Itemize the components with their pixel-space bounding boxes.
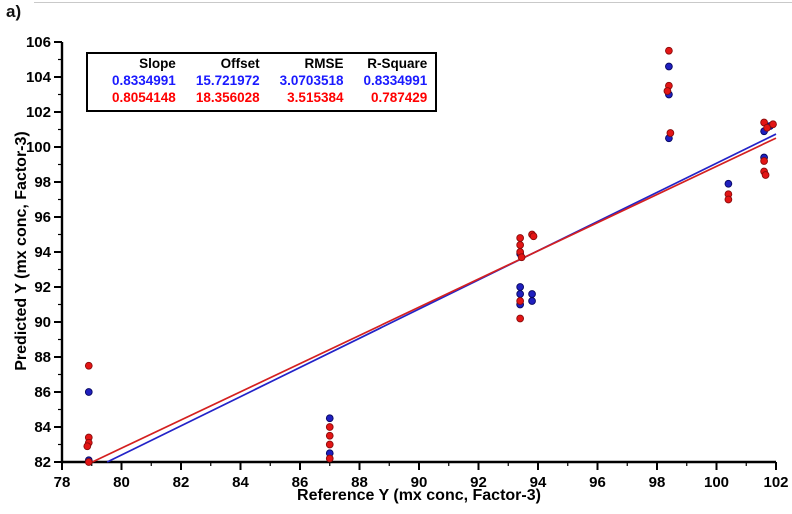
red-series-data-point [516, 314, 525, 323]
y-tick-label: 84 [34, 419, 51, 436]
x-tick-label: 92 [470, 474, 487, 491]
y-tick-label: 92 [34, 279, 51, 296]
blue-series-data-point [516, 283, 525, 291]
red-series-data-point [84, 458, 93, 466]
legend-header-rmse: RMSE [304, 56, 344, 71]
legend-red-slope: 0.8054148 [112, 89, 176, 105]
legend-blue-rsquare: 0.8334991 [363, 72, 428, 88]
red-series-data-point [325, 431, 334, 440]
red-series-data-point [325, 423, 334, 431]
red-series-data-point [761, 171, 770, 179]
red-series-data-point [763, 123, 771, 132]
red-series-data-point [529, 232, 538, 241]
red-series-data-point [325, 454, 334, 463]
legend-row-red: 0.8054148 18.356028 3.515384 0.787429 [92, 90, 427, 107]
red-series-data-point [516, 297, 525, 305]
red-series-data-point [760, 157, 768, 165]
y-tick-label: 94 [34, 244, 51, 261]
legend-blue-offset: 15.721972 [195, 72, 260, 88]
legend-header-rsquare: R-Square [367, 56, 428, 71]
x-tick-label: 84 [232, 474, 249, 491]
legend-stats-table: Slope Offset RMSE R-Square 0.8334991 15.… [92, 56, 427, 107]
y-tick-label: 82 [34, 454, 51, 471]
x-tick-label: 96 [589, 474, 606, 491]
blue-series-data-point [528, 290, 536, 298]
red-series-data-point [769, 120, 777, 129]
red-series-data-point [516, 241, 525, 249]
x-tick-label: 102 [763, 474, 788, 491]
red-series-data-point [666, 129, 675, 137]
y-tick-label: 98 [34, 174, 51, 191]
x-tick-label: 88 [351, 474, 368, 491]
blue-series-data-point [516, 290, 525, 298]
y-tick-label: 96 [34, 209, 51, 226]
blue-series-data-point [665, 62, 673, 71]
legend-red-rsquare: 0.787429 [371, 89, 428, 105]
y-axis-title: Predicted Y (mx conc, Factor-3) [13, 131, 30, 371]
x-tick-label: 78 [54, 474, 71, 491]
blue-series-fit-line [106, 133, 777, 463]
y-tick-label: 106 [26, 34, 51, 51]
legend-row-blue: 0.8334991 15.721972 3.0703518 0.8334991 [92, 73, 427, 90]
x-tick-label: 100 [704, 474, 729, 491]
x-tick-label: 94 [530, 474, 547, 491]
top-border-line [34, 2, 792, 3]
legend-header-row: Slope Offset RMSE R-Square [92, 56, 427, 73]
red-series-data-point [724, 195, 733, 204]
red-series-fit-line [91, 137, 777, 463]
blue-series-data-point [325, 414, 334, 423]
red-series-data-point [517, 253, 526, 262]
red-series-data-point [325, 440, 334, 449]
legend-header-offset: Offset [220, 56, 260, 71]
legend-blue-slope: 0.8334991 [112, 72, 176, 88]
blue-series-data-point [724, 179, 733, 188]
red-series-data-point [665, 46, 673, 55]
blue-series-data-point [528, 297, 536, 305]
x-tick-label: 82 [173, 474, 190, 491]
x-tick-label: 98 [649, 474, 666, 491]
red-series-data-point [663, 87, 672, 95]
legend-blue-rmse: 3.0703518 [279, 72, 344, 88]
legend-red-offset: 18.356028 [195, 89, 260, 105]
y-tick-label: 100 [26, 139, 51, 156]
y-tick-label: 102 [26, 104, 51, 121]
y-tick-label: 90 [34, 314, 51, 331]
legend-red-rmse: 3.515384 [287, 89, 344, 105]
red-series-data-point [516, 234, 525, 242]
y-tick-label: 104 [26, 69, 52, 86]
y-tick-label: 88 [34, 349, 51, 366]
legend-table: Slope Offset RMSE R-Square 0.8334991 15.… [86, 52, 438, 112]
red-series-data-point [84, 361, 93, 370]
y-tick-label: 86 [34, 384, 51, 401]
figure-label: a) [6, 2, 22, 21]
x-tick-label: 86 [292, 474, 309, 491]
legend-header-slope: Slope [139, 56, 176, 71]
x-axis-title: Reference Y (mx conc, Factor-3) [297, 487, 541, 504]
x-tick-label: 80 [113, 474, 130, 491]
blue-series-data-point [84, 388, 93, 396]
x-tick-label: 90 [411, 474, 428, 491]
red-series-data-point [83, 442, 92, 451]
